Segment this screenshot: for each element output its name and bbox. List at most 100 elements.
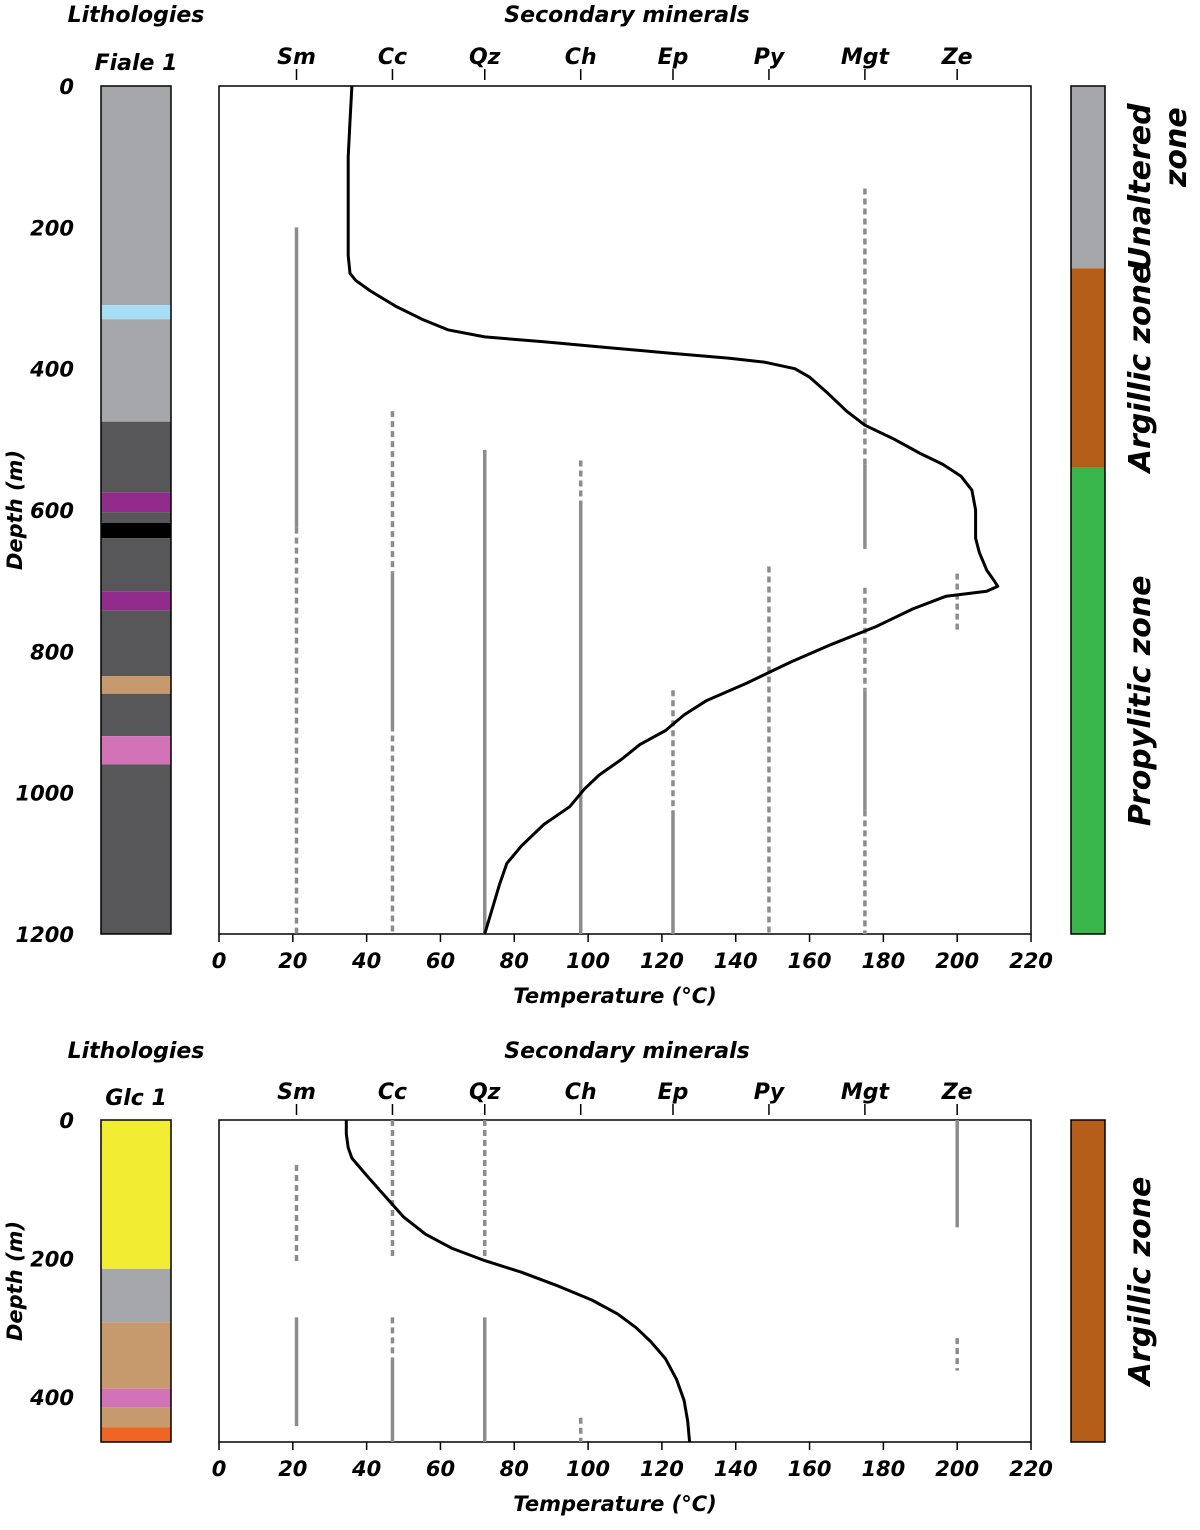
x-tick-label: 80 — [500, 1457, 529, 1481]
x-tick-label: 20 — [278, 1457, 307, 1481]
x-tick-label: 140 — [714, 1457, 758, 1481]
x-tick-label: 100 — [566, 1457, 610, 1481]
mineral-label-qz: Qz — [469, 45, 501, 70]
x-tick-label: 60 — [426, 949, 455, 973]
lithology-band — [101, 676, 171, 694]
x-tick-label: 160 — [788, 1457, 832, 1481]
x-tick-label: 160 — [788, 949, 832, 973]
x-tick-label: 180 — [861, 1457, 905, 1481]
lithology-band — [101, 1388, 171, 1408]
zone-band — [1071, 268, 1105, 468]
mineral-label-ep: Ep — [658, 45, 689, 70]
mineral-label-ch: Ch — [565, 1080, 597, 1105]
x-tick-label: 40 — [351, 1457, 381, 1481]
x-tick-label: 40 — [351, 949, 381, 973]
zone-label: Propylitic zone — [1123, 575, 1158, 826]
zone-label: Argillic zone — [1123, 264, 1158, 475]
lithology-band — [101, 1407, 171, 1428]
mineral-label-mgt: Mgt — [841, 45, 891, 70]
lithology-band — [101, 1268, 171, 1323]
depth-tick-label: 800 — [30, 640, 74, 664]
x-tick-label: 200 — [935, 949, 979, 973]
x-tick-label: 80 — [500, 949, 529, 973]
depth-axis-label: Depth (m) — [3, 450, 27, 570]
mineral-label-qz: Qz — [469, 1080, 501, 1105]
temperature-curve — [346, 85, 1000, 935]
lithologies-title: Lithologies — [68, 3, 205, 28]
zone-label: zone — [1159, 107, 1194, 188]
well-name: Glc 1 — [105, 1086, 167, 1111]
lithology-band — [101, 319, 171, 422]
depth-tick-label: 200 — [30, 1247, 74, 1271]
mineral-label-py: Py — [754, 45, 786, 70]
zone-band — [1071, 86, 1105, 269]
lithology-band — [101, 1427, 171, 1442]
mineral-label-cc: Cc — [378, 1080, 407, 1105]
lithology-band — [101, 1322, 171, 1389]
zone-label: Argillic zone — [1123, 1177, 1158, 1388]
well-name: Fiale 1 — [95, 51, 178, 76]
depth-tick-label: 1200 — [16, 923, 74, 947]
depth-tick-label: 400 — [29, 1386, 74, 1410]
lithology-band — [101, 736, 171, 765]
x-tick-label: 220 — [1009, 949, 1053, 973]
plot-frame — [218, 85, 1032, 935]
x-tick-label: 120 — [640, 1457, 684, 1481]
lithology-band — [101, 538, 171, 592]
depth-axis-label: Depth (m) — [3, 1221, 27, 1341]
lithology-band — [101, 764, 171, 934]
depth-tick-label: 600 — [30, 499, 74, 523]
depth-tick-label: 0 — [59, 1109, 74, 1133]
x-tick-label: 200 — [935, 1457, 979, 1481]
zone-band — [1071, 467, 1105, 934]
lithologies-title: Lithologies — [68, 1039, 205, 1064]
lithology-band — [101, 591, 171, 611]
zone-label: Unaltered — [1123, 103, 1158, 271]
x-tick-label: 180 — [861, 949, 905, 973]
depth-tick-label: 200 — [30, 216, 74, 240]
mineral-label-ze: Ze — [941, 1080, 973, 1105]
temperature-axis-label: Temperature (°C) — [513, 1492, 717, 1516]
mineral-label-sm: Sm — [277, 45, 316, 70]
x-tick-label: 220 — [1009, 1457, 1053, 1481]
lithology-column-frame — [100, 1119, 172, 1443]
lithology-band — [101, 492, 171, 513]
lithology-band — [101, 512, 171, 523]
lithology-band — [101, 610, 171, 677]
mineral-label-ep: Ep — [658, 1080, 689, 1105]
x-tick-label: 20 — [278, 949, 307, 973]
zone-column-frame — [1070, 85, 1106, 935]
mineral-label-cc: Cc — [378, 45, 407, 70]
depth-tick-label: 1000 — [16, 782, 74, 806]
mineral-label-py: Py — [754, 1080, 786, 1105]
mineral-label-sm: Sm — [277, 1080, 316, 1105]
temperature-curve — [344, 1120, 692, 1443]
zone-band — [1071, 1120, 1105, 1442]
x-tick-label: 0 — [212, 1457, 227, 1481]
secondary-minerals-title: Secondary minerals — [504, 1039, 749, 1064]
x-tick-label: 120 — [640, 949, 684, 973]
lithology-band — [101, 522, 171, 539]
lithology-band — [101, 1120, 171, 1269]
lithology-band — [101, 86, 171, 306]
x-tick-label: 60 — [426, 1457, 455, 1481]
lithology-band — [101, 693, 171, 737]
depth-tick-label: 0 — [59, 75, 74, 99]
lithology-column-frame — [100, 85, 172, 935]
x-tick-label: 140 — [714, 949, 758, 973]
plot-frame — [218, 1119, 1032, 1443]
depth-tick-label: 400 — [29, 358, 74, 382]
mineral-label-mgt: Mgt — [841, 1080, 891, 1105]
lithology-band — [101, 421, 171, 493]
mineral-label-ze: Ze — [941, 45, 973, 70]
temperature-axis-label: Temperature (°C) — [513, 984, 717, 1008]
lithology-band — [101, 305, 171, 320]
x-tick-label: 100 — [566, 949, 610, 973]
mineral-label-ch: Ch — [565, 45, 597, 70]
secondary-minerals-title: Secondary minerals — [504, 3, 749, 28]
zone-column-frame — [1070, 1119, 1106, 1443]
x-tick-label: 0 — [212, 949, 227, 973]
